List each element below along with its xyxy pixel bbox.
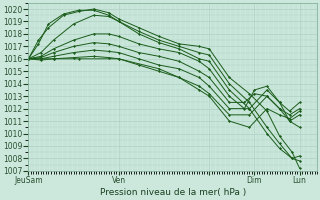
X-axis label: Pression niveau de la mer( hPa ): Pression niveau de la mer( hPa )	[100, 188, 246, 197]
